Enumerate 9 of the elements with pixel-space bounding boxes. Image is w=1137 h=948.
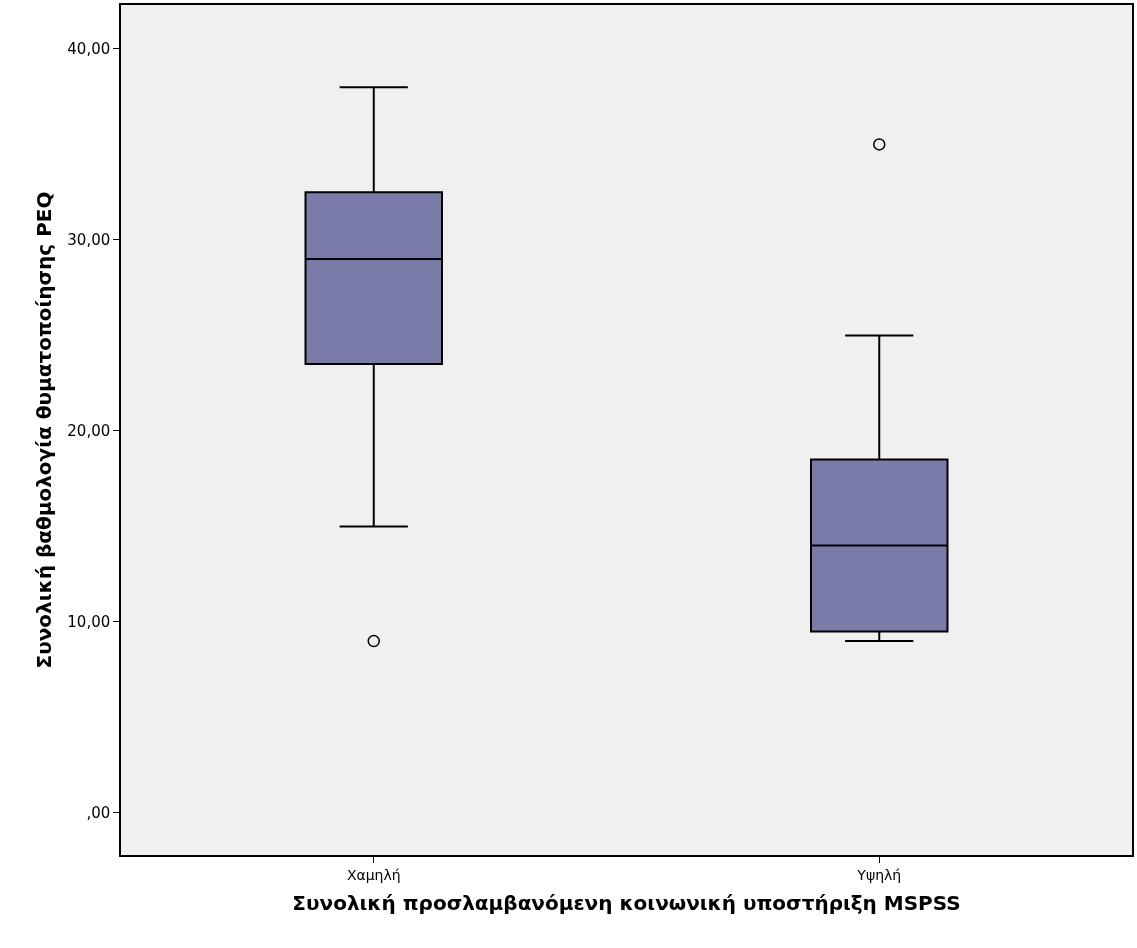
x-tick-label: Χαμηλή bbox=[346, 866, 401, 883]
y-tick-label: ,00 bbox=[86, 804, 111, 823]
y-axis-title: Συνολική βαθμολογία θυματοποίησης PEQ bbox=[32, 191, 57, 669]
x-axis-title: Συνολική προσλαμβανόμενη κοινωνική υποστήριξη MSPSS bbox=[292, 890, 961, 915]
y-tick-label: 20,00 bbox=[67, 422, 111, 441]
y-tick-label: 40,00 bbox=[67, 40, 111, 59]
x-tick-label: Υψηλή bbox=[856, 866, 902, 883]
y-tick-label: 30,00 bbox=[67, 231, 111, 250]
y-tick-label: 10,00 bbox=[67, 613, 111, 632]
